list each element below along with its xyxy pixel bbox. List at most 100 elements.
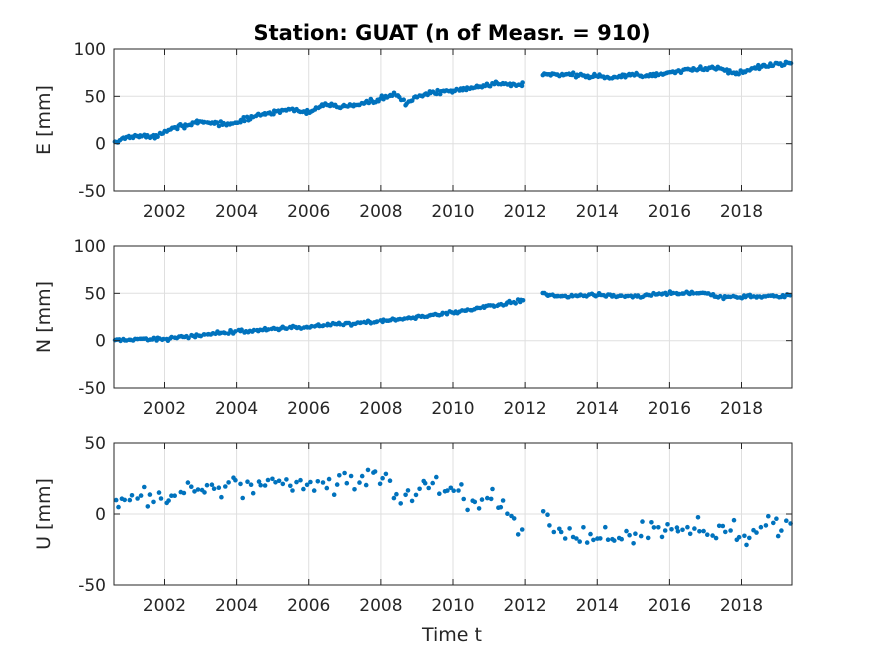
data-point xyxy=(181,490,187,496)
data-point xyxy=(238,481,243,487)
data-point xyxy=(581,525,586,530)
data-point xyxy=(216,123,222,129)
data-point xyxy=(742,533,747,539)
panel-up: 2002 2004 2006 2008 2010 2012 2014 2016 2018 50 0 -… xyxy=(33,434,793,616)
y-tick-label: 100 xyxy=(74,40,106,60)
data-point xyxy=(540,509,546,514)
figure-title: Station: GUAT (n of Measr. = 910) xyxy=(253,21,650,45)
data-point xyxy=(670,290,676,296)
x-tick-label: 2010 xyxy=(431,202,474,222)
data-point xyxy=(202,490,207,495)
data-point xyxy=(413,492,419,498)
data-point xyxy=(233,477,238,483)
up-ylabel: U [mm] xyxy=(33,478,55,550)
data-point xyxy=(456,488,461,493)
x-tick-label: 2018 xyxy=(720,399,763,419)
data-point xyxy=(426,485,432,491)
data-point xyxy=(713,535,719,541)
east-tick-labels: 2002 2004 2006 2008 2010 2012 2014 2016 2018 100 5… xyxy=(74,40,792,222)
x-axis-label: Time t xyxy=(421,624,482,646)
data-point xyxy=(331,492,337,498)
y-tick-label: 0 xyxy=(95,135,106,155)
data-point xyxy=(135,496,140,501)
data-point xyxy=(567,526,572,531)
data-point xyxy=(417,486,422,492)
data-point xyxy=(233,329,238,334)
data-point xyxy=(603,524,608,530)
data-point xyxy=(245,479,250,485)
data-point xyxy=(192,489,197,494)
data-point xyxy=(584,540,590,545)
x-tick-label: 2002 xyxy=(143,596,186,616)
data-point xyxy=(304,482,310,488)
data-point xyxy=(691,291,696,296)
x-tick-label: 2004 xyxy=(215,596,258,616)
data-point xyxy=(612,538,617,543)
data-point xyxy=(485,495,490,501)
data-point xyxy=(129,493,135,498)
data-point xyxy=(784,518,789,523)
x-tick-label: 2004 xyxy=(215,399,258,419)
y-tick-label: 50 xyxy=(84,434,106,454)
data-point xyxy=(357,480,362,485)
data-point xyxy=(301,486,306,492)
data-point xyxy=(258,482,264,488)
data-point xyxy=(202,332,207,337)
data-point xyxy=(169,493,174,499)
data-point xyxy=(476,506,482,511)
data-point xyxy=(624,528,629,534)
data-point xyxy=(685,524,690,530)
x-tick-label: 2002 xyxy=(143,399,186,419)
x-tick-label: 2008 xyxy=(359,399,402,419)
y-tick-label: -50 xyxy=(78,182,106,202)
data-point xyxy=(695,515,701,520)
x-tick-label: 2016 xyxy=(648,596,691,616)
data-point xyxy=(398,501,404,506)
data-point xyxy=(488,496,494,502)
data-point xyxy=(633,531,638,536)
panel-east: 2002 2004 2006 2008 2010 2012 2014 2016 2018 100 5… xyxy=(33,40,794,222)
data-point xyxy=(262,483,268,488)
data-point xyxy=(717,293,723,299)
data-point xyxy=(591,537,596,543)
data-point xyxy=(321,323,327,328)
data-point xyxy=(577,539,582,544)
data-point xyxy=(422,480,428,486)
data-point xyxy=(155,134,160,139)
data-point xyxy=(627,532,632,538)
data-point xyxy=(520,80,525,85)
data-point xyxy=(251,327,257,333)
up-tick-labels: 2002 2004 2006 2008 2010 2012 2014 2016 2018 50 0 -… xyxy=(78,434,792,616)
data-point xyxy=(479,497,485,502)
data-point xyxy=(394,491,399,497)
data-point xyxy=(239,327,244,333)
data-point xyxy=(519,83,525,89)
data-point xyxy=(276,478,282,484)
x-tick-label: 2006 xyxy=(287,596,330,616)
data-point xyxy=(640,519,645,524)
data-point xyxy=(324,485,330,491)
data-point xyxy=(238,117,244,123)
north-ylabel: N [mm] xyxy=(33,281,55,353)
x-tick-label: 2006 xyxy=(287,202,330,222)
y-tick-label: 0 xyxy=(95,505,106,525)
data-point xyxy=(490,486,495,492)
x-tick-label: 2002 xyxy=(143,202,186,222)
data-point xyxy=(598,536,603,541)
data-point xyxy=(448,485,454,491)
x-tick-label: 2018 xyxy=(720,596,763,616)
data-point xyxy=(570,70,576,75)
data-point xyxy=(380,475,385,481)
data-point xyxy=(513,301,518,306)
data-point xyxy=(788,61,794,66)
data-point xyxy=(697,529,702,534)
data-point xyxy=(465,507,470,513)
data-point xyxy=(222,330,228,336)
data-point xyxy=(248,482,254,488)
data-point xyxy=(186,335,191,341)
data-point xyxy=(372,469,378,474)
data-point xyxy=(440,310,446,316)
data-point xyxy=(736,71,741,77)
data-point xyxy=(185,480,191,485)
data-point xyxy=(308,479,313,485)
